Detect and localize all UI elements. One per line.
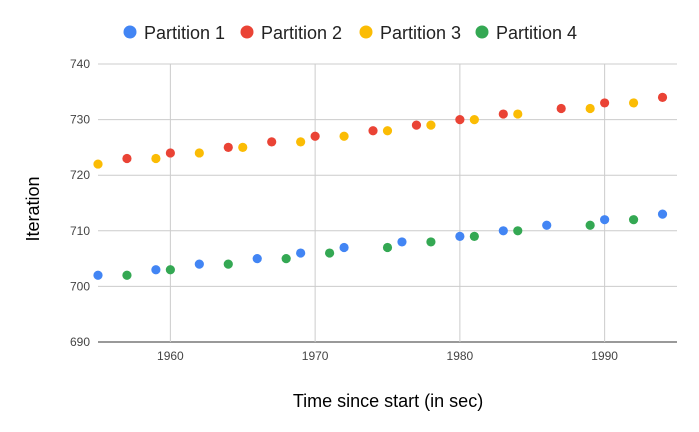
legend-marker xyxy=(475,25,489,39)
y-tick-labels: 690 700 710 720 730 740 xyxy=(70,57,90,349)
data-point xyxy=(325,248,335,258)
data-point xyxy=(469,115,479,125)
data-point xyxy=(339,131,349,141)
series-3 xyxy=(93,98,639,169)
data-point xyxy=(93,270,103,280)
data-point xyxy=(122,153,132,164)
data-point xyxy=(368,126,378,136)
data-point xyxy=(296,137,306,147)
data-point xyxy=(628,215,639,225)
data-point xyxy=(600,98,610,108)
legend-item: Partition 2 xyxy=(240,23,342,43)
data-point xyxy=(657,209,668,219)
data-point xyxy=(151,265,161,275)
data-point xyxy=(296,248,306,258)
data-point xyxy=(469,231,479,241)
data-point xyxy=(455,231,465,241)
series-4 xyxy=(122,215,639,280)
data-point xyxy=(556,103,566,114)
data-point xyxy=(585,220,595,230)
x-tick-label: 1960 xyxy=(157,349,184,363)
y-tick-label: 720 xyxy=(70,168,90,182)
y-tick-label: 690 xyxy=(70,335,90,349)
legend-marker xyxy=(359,25,373,39)
data-point xyxy=(600,215,610,225)
legend-label: Partition 4 xyxy=(496,23,577,43)
legend: Partition 1 Partition 2 Partition 3 Partiti… xyxy=(123,23,577,43)
legend-label: Partition 3 xyxy=(380,23,461,43)
data-point xyxy=(411,120,422,130)
grid-lines xyxy=(98,63,677,343)
data-point xyxy=(165,265,175,275)
data-point xyxy=(585,103,595,114)
series-2 xyxy=(122,92,668,164)
y-axis-title: Iteration xyxy=(23,176,43,241)
data-point xyxy=(122,270,132,280)
data-point xyxy=(165,148,175,158)
data-point xyxy=(382,126,393,136)
data-point xyxy=(513,226,523,236)
data-points xyxy=(93,92,668,280)
legend-marker xyxy=(240,25,254,39)
data-point xyxy=(93,159,103,169)
legend-item: Partition 3 xyxy=(359,23,461,43)
data-point xyxy=(513,109,523,119)
data-point xyxy=(223,259,233,269)
data-point xyxy=(455,115,465,125)
data-point xyxy=(382,242,393,253)
data-point xyxy=(498,109,508,119)
x-tick-label: 1970 xyxy=(302,349,329,363)
data-point xyxy=(542,220,552,230)
x-tick-labels: 1960 1970 1980 1990 xyxy=(157,349,618,363)
data-point xyxy=(498,226,508,236)
data-point xyxy=(397,237,407,247)
y-tick-label: 700 xyxy=(70,279,90,293)
data-point xyxy=(310,131,320,141)
x-axis-title: Time since start (in sec) xyxy=(293,391,483,411)
data-point xyxy=(194,148,204,158)
data-point xyxy=(426,120,436,130)
x-tick-label: 1990 xyxy=(591,349,618,363)
legend-label: Partition 2 xyxy=(261,23,342,43)
data-point xyxy=(238,142,248,152)
legend-label: Partition 1 xyxy=(144,23,225,43)
y-tick-label: 730 xyxy=(70,113,90,127)
data-point xyxy=(267,137,277,147)
data-point xyxy=(426,237,436,247)
y-tick-label: 740 xyxy=(70,57,90,71)
data-point xyxy=(657,92,668,102)
data-point xyxy=(339,242,349,253)
legend-item: Partition 4 xyxy=(475,23,577,43)
legend-item: Partition 1 xyxy=(123,23,225,43)
y-tick-label: 710 xyxy=(70,224,90,238)
data-point xyxy=(252,254,262,264)
data-point xyxy=(223,142,233,152)
data-point xyxy=(281,254,291,264)
x-tick-label: 1980 xyxy=(447,349,474,363)
data-point xyxy=(628,98,639,108)
data-point xyxy=(151,153,161,164)
legend-marker xyxy=(123,25,137,39)
series-1 xyxy=(93,209,668,280)
data-point xyxy=(194,259,204,269)
